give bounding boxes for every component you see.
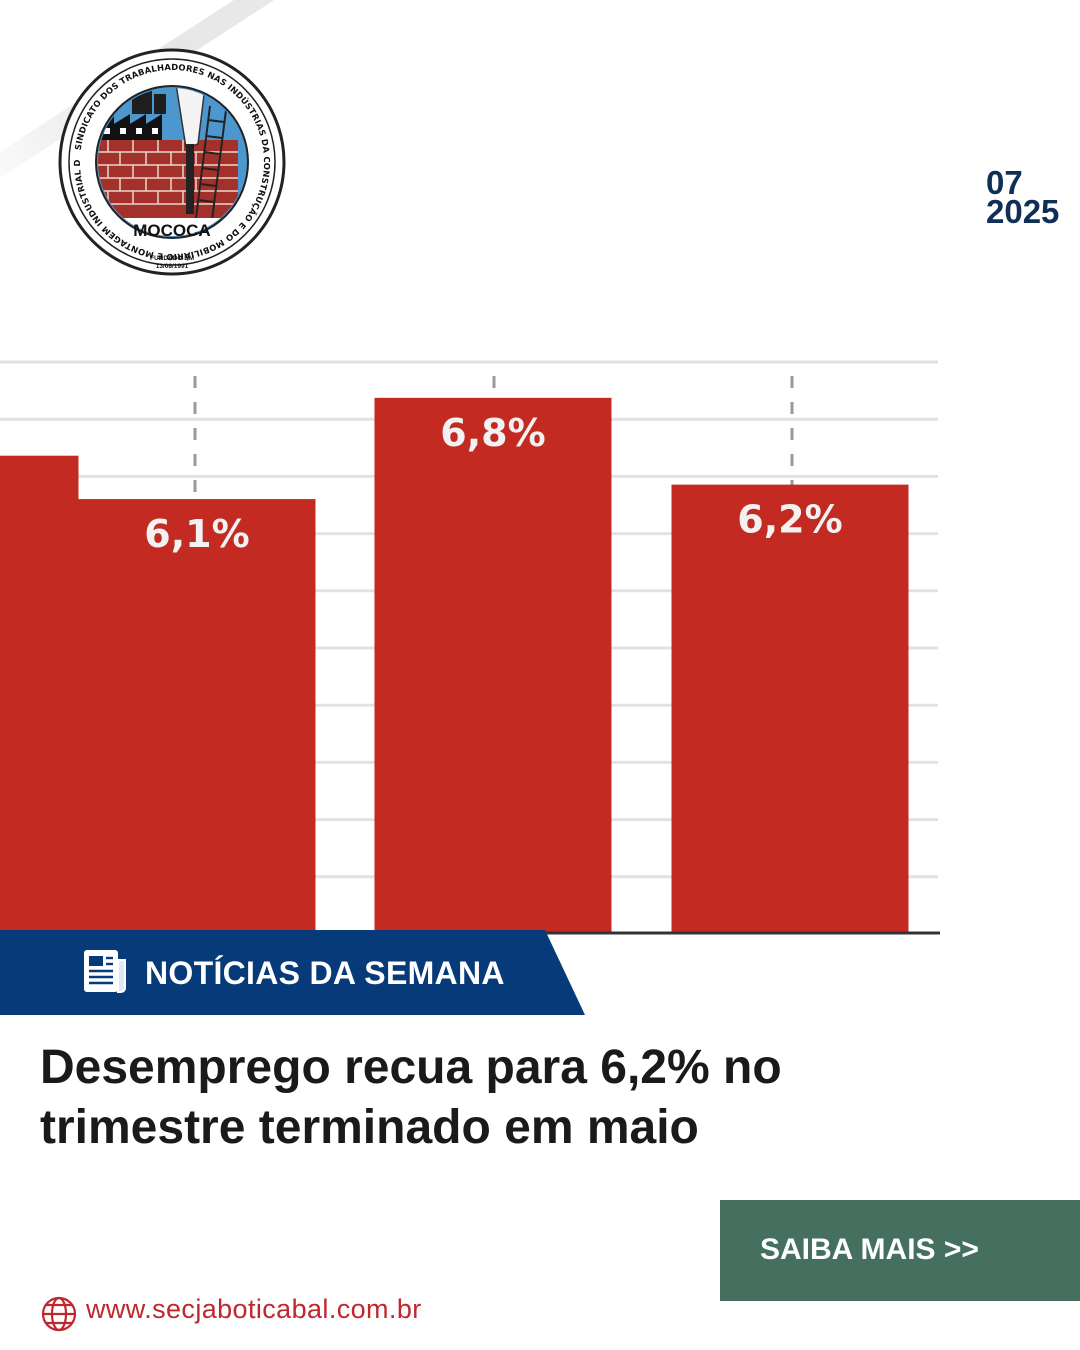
globe-icon <box>41 1296 77 1332</box>
chart-data-label: 6,1% <box>144 512 249 556</box>
seal-city: MOCOCA <box>133 221 210 240</box>
chart-data-labels: 6,1% 6,8% 6,2% <box>144 411 842 556</box>
union-seal-logo: SINDICATO DOS TRABALHADORES NAS INDÚSTRI… <box>58 48 286 276</box>
post-date: 07 2025 <box>986 164 1060 230</box>
headline: Desemprego recua para 6,2% no trimestre … <box>40 1038 900 1158</box>
newspaper-icon <box>84 950 126 993</box>
headline-line-2: trimestre terminado em maio <box>40 1101 699 1154</box>
date-year: 2025 <box>986 193 1060 230</box>
seal-founded-label: FUNDADO EM <box>150 255 194 262</box>
unemployment-bar-chart: 6,1% 6,8% 6,2% <box>0 360 940 935</box>
seal-founded-date: 13/08/1991 <box>156 263 189 270</box>
chart-bar <box>374 397 612 934</box>
saiba-mais-button[interactable]: SAIBA MAIS >> <box>720 1200 1080 1301</box>
chart-data-label: 6,2% <box>737 498 842 542</box>
chart-data-label: 6,8% <box>440 411 545 455</box>
date-month: 07 <box>986 164 1023 201</box>
website-link[interactable]: www.secjaboticabal.com.br <box>86 1294 422 1324</box>
saiba-mais-label: SAIBA MAIS >> <box>760 1233 979 1266</box>
headline-line-1: Desemprego recua para 6,2% no <box>40 1041 782 1094</box>
chart-bar <box>78 499 316 933</box>
news-banner-label: NOTÍCIAS DA SEMANA <box>145 955 505 991</box>
chart-bar <box>671 484 909 933</box>
chart-bars <box>0 397 909 934</box>
chart-bar <box>0 455 79 933</box>
